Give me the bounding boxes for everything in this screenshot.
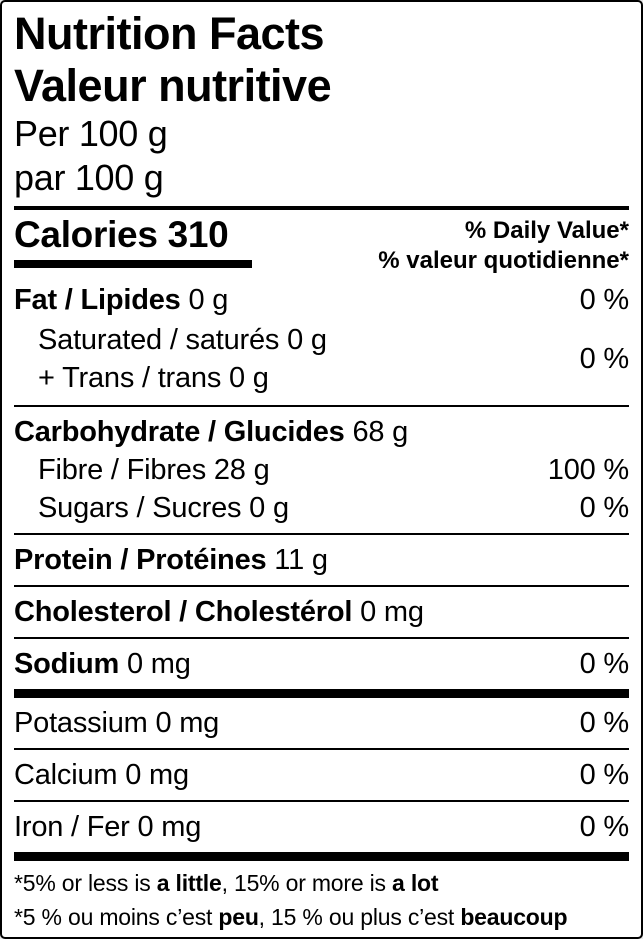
serving-size-fr: par 100 g	[14, 157, 164, 198]
sugars-daily-value: 0 %	[579, 492, 630, 524]
calories-label: Calories	[14, 214, 158, 255]
row-sugars: Sugars / Sucres 0 g 0 %	[14, 489, 629, 533]
footnote-fr: *5 % ou moins c’est peu, 15 % ou plus c’…	[14, 904, 568, 930]
calories-column: Calories 310	[14, 214, 252, 268]
carbohydrate-name: Carbohydrate / Glucides 68 g	[14, 416, 409, 448]
fibre-name: Fibre / Fibres 28 g	[38, 454, 270, 486]
iron-name: Iron / Fer 0 mg	[14, 811, 202, 843]
saturated-name: Saturated / saturés 0 g	[38, 324, 327, 356]
calcium-daily-value: 0 %	[579, 759, 630, 791]
daily-value-header-en: % Daily Value*	[464, 217, 629, 244]
row-potassium: Potassium 0 mg 0 %	[14, 698, 629, 748]
footnote: *5% or less is a little, 15% or more is …	[14, 861, 629, 934]
trans-name: + Trans / trans 0 g	[38, 362, 269, 394]
title-en: Nutrition Facts	[14, 8, 325, 59]
calories-section: Calories 310 % Daily Value* % valeur quo…	[14, 210, 629, 276]
calories-underline	[14, 260, 252, 268]
sugars-name: Sugars / Sucres 0 g	[38, 492, 289, 524]
calories-value: 310	[167, 214, 229, 255]
carbohydrate-section: Carbohydrate / Glucides 68 g Fibre / Fib…	[14, 405, 629, 533]
potassium-name: Potassium 0 mg	[14, 707, 220, 739]
title-fr: Valeur nutritive	[14, 60, 332, 111]
minerals-divider-bar	[14, 689, 629, 698]
calcium-name: Calcium 0 mg	[14, 759, 189, 791]
sodium-daily-value: 0 %	[579, 648, 630, 680]
row-calcium: Calcium 0 mg 0 %	[14, 748, 629, 800]
footnote-divider-bar	[14, 852, 629, 861]
footnote-en: *5% or less is a little, 15% or more is …	[14, 870, 439, 896]
daily-value-header: % Daily Value* % valeur quotidienne*	[378, 214, 629, 276]
fibre-daily-value: 100 %	[547, 454, 629, 486]
potassium-daily-value: 0 %	[579, 707, 630, 739]
row-cholesterol: Cholesterol / Cholestérol 0 mg	[14, 585, 629, 637]
serving-size-en: Per 100 g	[14, 113, 168, 154]
row-saturated-trans: Saturated / saturés 0 g + Trans / trans …	[14, 321, 629, 405]
serving-divider-rule	[14, 206, 629, 210]
sodium-name: Sodium 0 mg	[14, 648, 191, 680]
row-protein: Protein / Protéines 11 g	[14, 533, 629, 585]
iron-daily-value: 0 %	[579, 811, 630, 843]
cholesterol-name: Cholesterol / Cholestérol 0 mg	[14, 596, 424, 628]
calories-text: Calories 310	[14, 214, 252, 256]
row-fat: Fat / Lipides 0 g 0 %	[14, 276, 629, 321]
row-iron: Iron / Fer 0 mg 0 %	[14, 800, 629, 852]
saturated-trans-names: Saturated / saturés 0 g + Trans / trans …	[14, 321, 327, 397]
row-carbohydrate: Carbohydrate / Glucides 68 g	[14, 407, 629, 451]
fat-daily-value: 0 %	[579, 284, 630, 316]
daily-value-header-fr: % valeur quotidienne*	[378, 247, 629, 274]
row-sodium: Sodium 0 mg 0 %	[14, 637, 629, 689]
fat-name: Fat / Lipides 0 g	[14, 284, 229, 316]
row-fibre: Fibre / Fibres 28 g 100 %	[14, 451, 629, 489]
protein-name: Protein / Protéines 11 g	[14, 544, 328, 576]
saturated-trans-daily-value: 0 %	[579, 343, 630, 375]
